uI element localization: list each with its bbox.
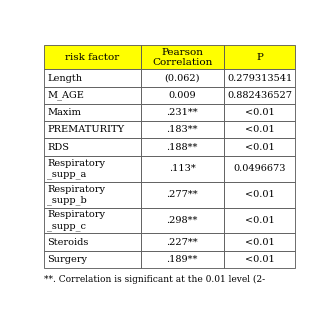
Text: .188**: .188**	[166, 143, 198, 152]
Bar	[224, 156, 295, 182]
Bar	[141, 233, 224, 251]
Text: Respiratory
_supp_a: Respiratory _supp_a	[47, 159, 105, 179]
Bar	[44, 182, 141, 208]
Text: .189**: .189**	[166, 255, 198, 264]
Text: <0.01: <0.01	[245, 125, 274, 134]
Text: 0.882436527: 0.882436527	[227, 91, 292, 100]
Text: <0.01: <0.01	[245, 108, 274, 117]
Bar	[44, 87, 141, 104]
Bar	[44, 70, 141, 87]
Bar	[224, 182, 295, 208]
Bar	[44, 156, 141, 182]
Text: PREMATURITY: PREMATURITY	[47, 125, 124, 134]
Text: (0.062): (0.062)	[165, 73, 200, 83]
Bar	[44, 121, 141, 138]
Text: Respiratory
_supp_c: Respiratory _supp_c	[47, 211, 105, 230]
Bar	[141, 45, 224, 70]
Text: Respiratory
_supp_b: Respiratory _supp_b	[47, 185, 105, 205]
Bar	[44, 45, 141, 70]
Text: risk factor: risk factor	[65, 53, 119, 62]
Bar	[44, 208, 141, 233]
Text: <0.01: <0.01	[245, 143, 274, 152]
Text: .183**: .183**	[166, 125, 198, 134]
Bar	[141, 138, 224, 156]
Text: .298**: .298**	[166, 216, 198, 225]
Text: .113*: .113*	[169, 164, 196, 173]
Text: 0.009: 0.009	[168, 91, 196, 100]
Text: .277**: .277**	[166, 190, 198, 199]
Text: RDS: RDS	[47, 143, 69, 152]
Bar	[224, 87, 295, 104]
Bar	[224, 251, 295, 268]
Bar	[141, 104, 224, 121]
Bar	[141, 182, 224, 208]
Bar	[141, 251, 224, 268]
Bar	[141, 121, 224, 138]
Bar	[224, 104, 295, 121]
Bar	[224, 138, 295, 156]
Text: <0.01: <0.01	[245, 190, 274, 199]
Text: 0.0496673: 0.0496673	[233, 164, 286, 173]
Text: **. Correlation is significant at the 0.01 level (2-: **. Correlation is significant at the 0.…	[44, 275, 265, 284]
Bar	[224, 70, 295, 87]
Bar	[141, 87, 224, 104]
Bar	[141, 208, 224, 233]
Bar	[224, 208, 295, 233]
Text: <0.01: <0.01	[245, 238, 274, 247]
Text: Steroids: Steroids	[47, 238, 88, 247]
Bar	[44, 138, 141, 156]
Text: Pearson
Correlation: Pearson Correlation	[152, 48, 213, 67]
Text: Maxim: Maxim	[47, 108, 81, 117]
Bar	[224, 121, 295, 138]
Bar	[224, 233, 295, 251]
Bar	[224, 45, 295, 70]
Bar	[44, 233, 141, 251]
Text: .227**: .227**	[166, 238, 198, 247]
Text: M_AGE: M_AGE	[47, 90, 84, 100]
Bar	[44, 104, 141, 121]
Text: <0.01: <0.01	[245, 255, 274, 264]
Text: .231**: .231**	[166, 108, 198, 117]
Text: Length: Length	[47, 73, 82, 83]
Text: <0.01: <0.01	[245, 216, 274, 225]
Text: Surgery: Surgery	[47, 255, 87, 264]
Bar	[141, 70, 224, 87]
Bar	[141, 156, 224, 182]
Bar	[44, 251, 141, 268]
Text: P: P	[256, 53, 263, 62]
Text: 0.279313541: 0.279313541	[227, 73, 292, 83]
